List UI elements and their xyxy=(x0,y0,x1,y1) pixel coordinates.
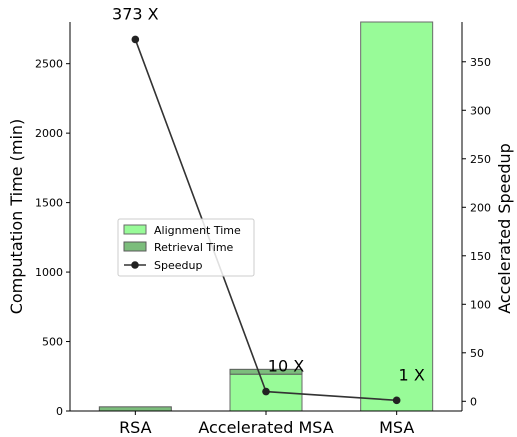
y2-tick-label-7: 350 xyxy=(470,56,491,69)
y2-tick-label-6: 300 xyxy=(470,104,491,117)
annotations-group: 373 X 10 X 1 X xyxy=(112,4,425,384)
y2-tick-label-5: 250 xyxy=(470,153,491,166)
speedup-annotation-2: 1 X xyxy=(399,365,425,384)
y2-tick-label-0: 0 xyxy=(470,395,477,408)
y-tick-label-3: 1500 xyxy=(35,197,63,210)
y-tick-label-5: 2500 xyxy=(35,58,63,71)
y-tick-label-4: 2000 xyxy=(35,127,63,140)
speedup-point-2 xyxy=(392,396,401,405)
legend-swatch-retrieval xyxy=(123,241,147,252)
legend-label-retrieval: Retrieval Time xyxy=(154,241,234,254)
x-tick-label-0: RSA xyxy=(119,418,152,437)
y2-tick-label-1: 50 xyxy=(470,347,484,360)
x-tick-label-1: Accelerated MSA xyxy=(198,418,333,437)
speedup-annotation-0: 373 X xyxy=(112,4,159,23)
bar-alignment-2 xyxy=(360,21,434,412)
bar-retrieval-1 xyxy=(229,368,303,375)
bars-group xyxy=(98,21,434,412)
y2-axis-title: Accelerated Speedup xyxy=(495,143,514,314)
y2-tick-label-3: 150 xyxy=(470,250,491,263)
axes-group: 0 500 1000 1500 2000 2500 0 50 100 150 200 250 300 35… xyxy=(7,22,514,437)
legend-swatch-speedup-marker xyxy=(131,261,139,269)
y-tick-label-2: 1000 xyxy=(35,266,63,279)
x-tick-label-2: MSA xyxy=(379,418,414,437)
y2-tick-label-4: 200 xyxy=(470,201,491,214)
y-axis-title: Computation Time (min) xyxy=(7,119,26,315)
speedup-line-group xyxy=(131,35,401,405)
bar-retrieval-0 xyxy=(98,406,172,412)
legend-swatch-alignment xyxy=(123,224,147,235)
y-tick-label-1: 500 xyxy=(42,336,63,349)
speedup-annotation-1: 10 X xyxy=(268,357,304,376)
legend-box xyxy=(117,218,255,277)
legend: Alignment Time Retrieval Time Speedup xyxy=(117,218,255,277)
y-tick-label-0: 0 xyxy=(56,405,63,418)
y2-tick-label-2: 100 xyxy=(470,298,491,311)
speedup-point-1 xyxy=(262,387,270,396)
speedup-point-0 xyxy=(131,35,140,44)
legend-label-speedup: Speedup xyxy=(154,259,202,272)
legend-label-alignment: Alignment Time xyxy=(154,224,241,237)
